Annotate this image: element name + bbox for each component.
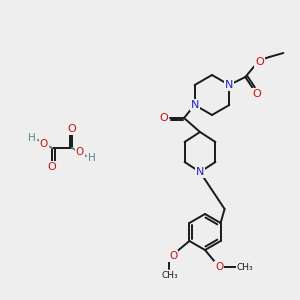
Text: CH₃: CH₃: [237, 262, 253, 272]
Text: N: N: [190, 100, 199, 110]
Text: O: O: [68, 124, 76, 134]
Text: CH₃: CH₃: [161, 272, 178, 280]
Text: H: H: [28, 133, 36, 143]
Text: O: O: [252, 89, 261, 99]
Text: O: O: [169, 251, 178, 261]
Text: H: H: [88, 153, 96, 163]
Text: O: O: [215, 262, 223, 272]
Text: O: O: [160, 113, 168, 123]
Text: O: O: [255, 57, 264, 67]
Text: N: N: [196, 167, 204, 177]
Text: O: O: [40, 139, 48, 149]
Text: N: N: [225, 80, 233, 90]
Text: O: O: [76, 147, 84, 157]
Text: O: O: [48, 162, 56, 172]
